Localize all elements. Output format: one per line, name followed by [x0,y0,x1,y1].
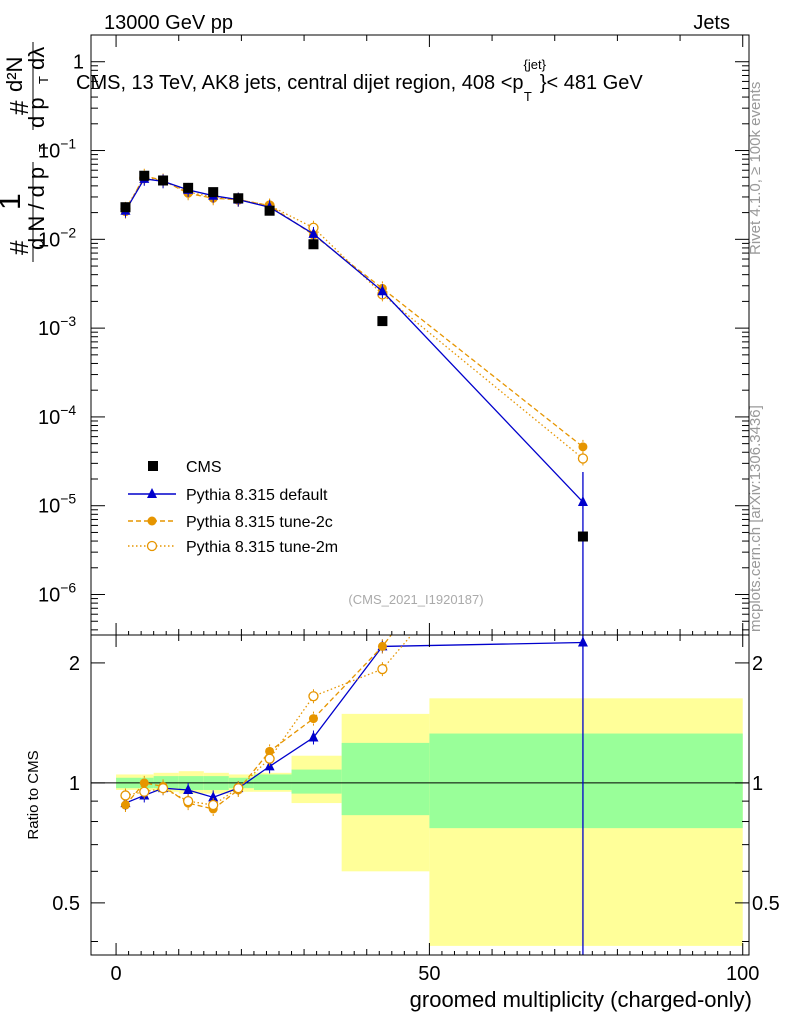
header-left: 13000 GeV pp [104,12,233,34]
legend-marker-cms [148,461,158,471]
ratio-pythia-8-315-tune-2c-point [377,641,387,651]
main-y-tick-label: 10−6 [38,580,76,607]
main-pythia-8-315-tune-2c-point [578,442,588,452]
ratio-y-tick-label-left: 0.5 [52,893,80,915]
main-y-tick-label: 10−3 [38,313,76,340]
ratio-pythia-8-315-default-point [308,731,319,742]
main-pythia-8-315-tune-2m-line [124,177,584,460]
main-y-tick-label: 10−4 [38,402,76,429]
main-cms-point [577,531,588,542]
main-pythia-8-315-tune-2c-line [124,174,584,448]
plot-title-sup: {jet} [524,57,547,72]
svg-text:1: 1 [0,193,27,210]
ratio-y-tick-label-right: 0.5 [752,893,780,915]
ratio-pythia-8-315-default-point [577,636,588,647]
main-cms-point [139,170,150,181]
ratio-pythia-8-315-tune-2m-point [377,663,388,675]
ratio-pythia-8-315-tune-2c-point [578,380,587,389]
analysis-tag: (CMS_2021_I1920187) [348,592,483,607]
y-axis-label-ratio: Ratio to CMS [25,750,42,839]
legend-label-default: Pythia 8.315 default [186,487,328,504]
ratio-pythia-8-315-default-line [125,641,583,804]
ratio-pythia-8-315-tune-2m-line [125,635,413,806]
ratio-pythia-8-315-default-point [183,783,194,794]
ratio-y-tick-label-left: 2 [69,653,80,675]
main-cms-point [264,205,275,216]
ratio-y-tick-label-right: 1 [752,773,763,795]
svg-text:d p: d p [24,97,49,128]
ratio-pythia-8-315-tune-2m-point [208,799,219,811]
side-text-top: Rivet 4.1.0, ≥ 100k events [747,82,764,255]
x-axis-label: groomed multiplicity (charged-only) [410,987,752,1012]
ratio-pythia-8-315-tune-2m-point [182,795,194,807]
ratio-pythia-8-315-tune-2m-point [264,753,275,764]
main-cms-point [233,193,244,204]
svg-text:dλ: dλ [24,47,49,70]
legend-marker-tune2m [146,540,158,552]
legend-label-cms: CMS [186,459,222,476]
ratio-band-inner [253,774,292,790]
ratio-pythia-8-315-tune-2c-point [120,800,130,810]
ratio-pythia-8-315-tune-2m-point [139,786,150,797]
main-y-tick-label: 10−2 [38,224,76,251]
ratio-y-tick-label-left: 1 [69,773,80,795]
svg-text:d²N: d²N [2,57,27,92]
header-right: Jets [693,12,730,34]
ratio-pythia-8-315-tune-2m-point [233,783,244,794]
ratio-pythia-8-315-tune-2m-point [157,783,169,794]
x-tick-label: 50 [418,963,440,985]
main-cms-point [158,175,169,186]
plot-title-main: CMS, 13 TeV, AK8 jets, central dijet reg… [76,72,524,94]
plot-title: CMS, 13 TeV, AK8 jets, central dijet reg… [76,57,643,104]
ratio-band-inner [291,769,342,794]
main-pythia-8-315-default-line [124,178,584,503]
svg-text:#: # [4,240,34,255]
ratio-band-inner [429,733,743,829]
main-pythia-8-315-tune-2m-point [577,453,589,464]
main-cms-point [183,182,194,193]
ratio-pythia-8-315-tune-2m-point [578,430,587,439]
main-pythia-8-315-default-point [308,227,319,238]
plot-title-sub: T [524,89,532,104]
x-tick-label: 0 [111,963,122,985]
main-pythia-8-315-default-point [577,496,588,507]
ratio-pythia-8-315-tune-2c-point [308,714,318,724]
plot-title-tail: }< 481 GeV [540,72,644,94]
main-y-tick-label: 1 [73,52,84,74]
y-axis-label-main: # 1 d N / d p T # d²N d p T dλ [0,42,51,262]
main-y-tick-label: 10−1 [38,136,76,163]
legend-marker-default [147,488,157,498]
ratio-pythia-8-315-tune-2m-point [120,790,131,801]
ratio-pythia-8-315-tune-2c-point [139,778,149,788]
ratio-pythia-8-315-tune-2m-point [308,691,319,702]
legend: CMS Pythia 8.315 default Pythia 8.315 tu… [128,459,338,556]
main-cms-point [120,202,131,213]
ratio-y-tick-label-right: 2 [752,653,763,675]
ratio-pythia-8-315-default-point [208,791,219,802]
svg-text:#: # [4,100,34,115]
legend-label-tune2c: Pythia 8.315 tune-2c [186,514,333,531]
ratio-pythia-8-315-tune-2c-point [265,746,275,756]
main-pythia-8-315-default-point [377,285,388,296]
side-text-bottom: mcplots.cern.ch [arXiv:1306.3436] [747,405,764,632]
main-cms-point [208,187,219,198]
legend-label-tune2m: Pythia 8.315 tune-2m [186,539,338,556]
ratio-band-inner [341,742,430,816]
x-tick-label: 100 [726,963,759,985]
svg-text:T: T [36,76,51,84]
main-cms-point [308,239,319,250]
svg-text:d N / d p: d N / d p [24,167,49,250]
main-y-tick-label: 10−5 [38,491,76,518]
legend-marker-tune2c [147,516,157,526]
svg-text:T: T [36,144,51,152]
ratio-plot-frame [90,634,750,956]
ratio-pythia-8-315-tune-2c-line [124,635,392,810]
main-cms-point [377,316,388,327]
